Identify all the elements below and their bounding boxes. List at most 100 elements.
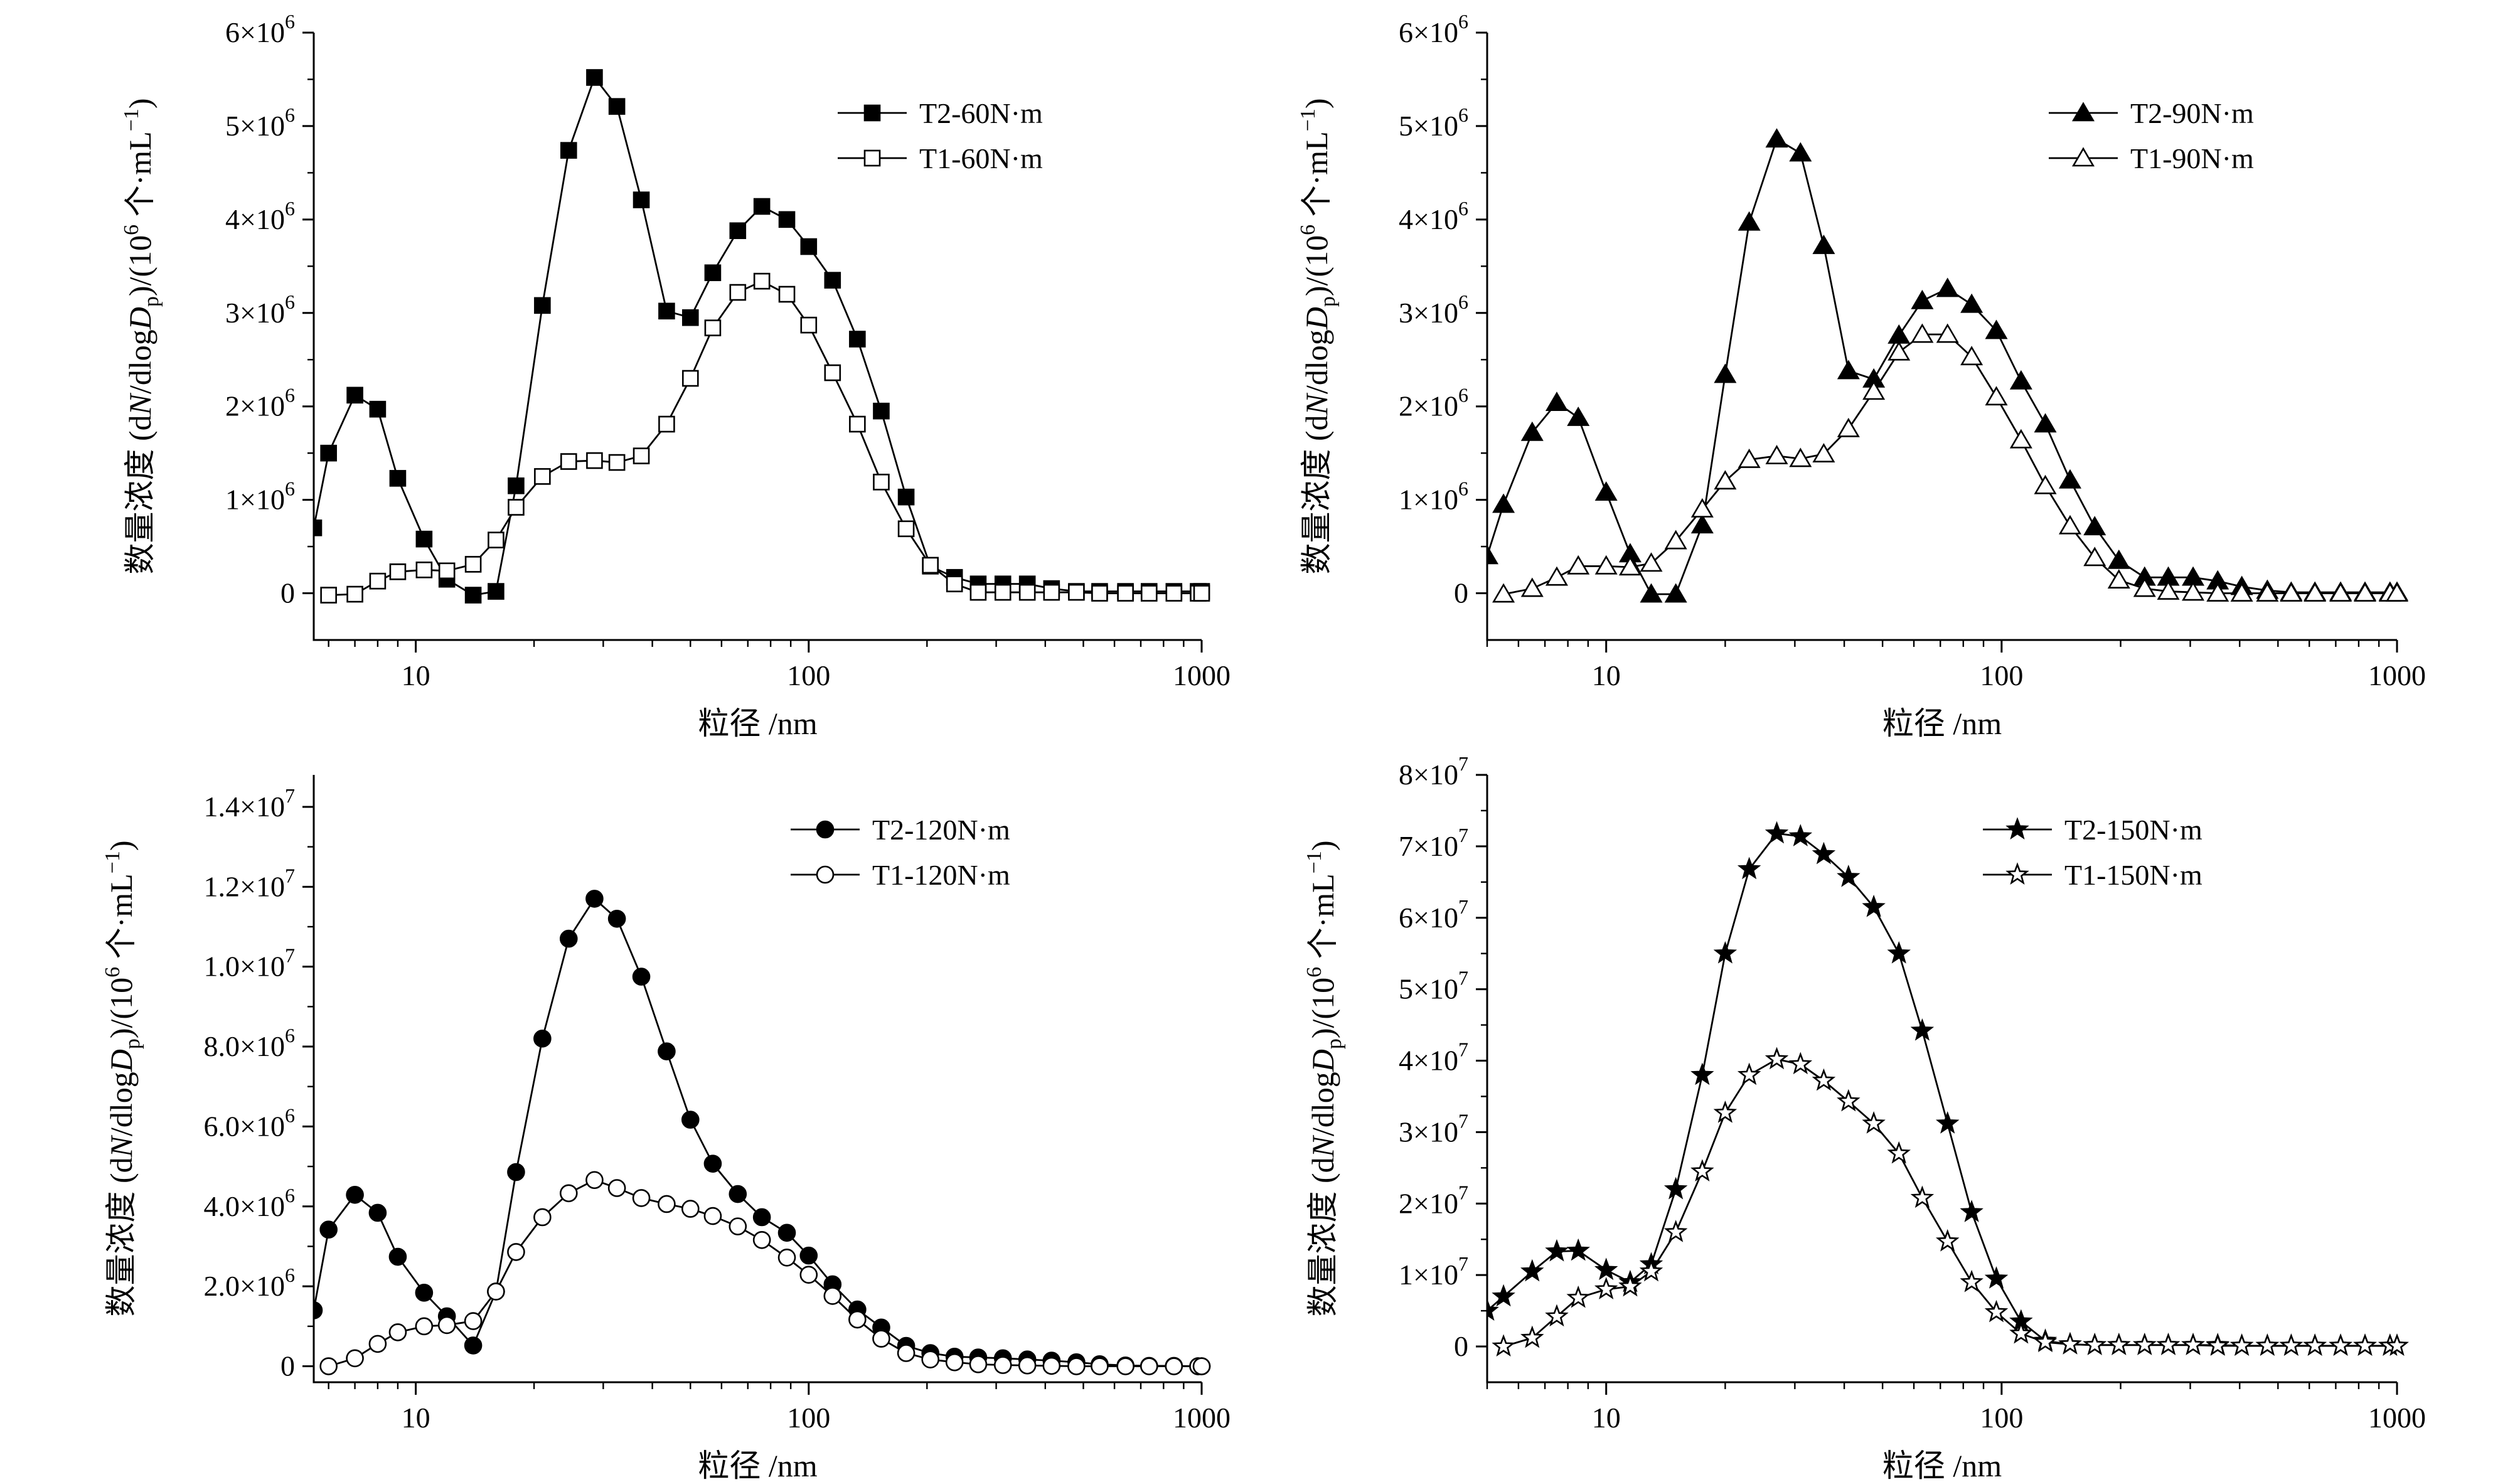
data-point: [897, 1344, 916, 1362]
data-point: [777, 1249, 796, 1267]
data-point: [873, 402, 890, 420]
data-point: [1043, 584, 1060, 601]
y-tick-label: 8.0×106: [204, 1024, 295, 1062]
data-point: [2034, 413, 2057, 433]
data-point: [319, 1357, 338, 1375]
series-T2-60N·m: [314, 69, 1210, 604]
data-point: [2206, 1333, 2229, 1356]
data-point: [681, 309, 699, 326]
data-point: [1738, 448, 1761, 468]
data-point: [464, 556, 482, 573]
data-point: [2303, 1333, 2327, 1356]
series-T2-120N·m: [314, 890, 1211, 1375]
y-tick-label: 0: [1454, 577, 1468, 609]
data-point: [560, 453, 577, 470]
data-point: [1910, 1018, 1935, 1041]
legend-label: T2-150N·m: [2064, 814, 2202, 846]
data-point: [1887, 1141, 1911, 1164]
series-line: [1487, 832, 2397, 1347]
series-T1-60N·m: [320, 272, 1210, 604]
data-point: [488, 583, 505, 600]
data-point: [1594, 555, 1618, 575]
data-point: [2182, 581, 2205, 601]
data-point: [608, 454, 626, 471]
data-point: [1960, 293, 1983, 313]
data-point: [346, 1186, 364, 1204]
data-point: [1165, 585, 1183, 602]
x-tick-label: 10: [1592, 1402, 1621, 1434]
data-point: [1594, 481, 1618, 501]
data-point: [607, 909, 626, 928]
legend-marker: [2005, 817, 2029, 840]
data-point: [1566, 1285, 1590, 1308]
series-line: [314, 897, 1202, 1367]
data-point: [2009, 370, 2032, 390]
data-point: [2256, 582, 2279, 602]
data-point: [681, 1200, 700, 1218]
legend-label: T2-60N·m: [919, 97, 1043, 129]
data-point: [1984, 1299, 2009, 1323]
data-point: [2230, 582, 2253, 602]
x-tick-label: 10: [1592, 659, 1621, 691]
data-point: [1936, 277, 1959, 297]
legend-label: T1-120N·m: [872, 859, 1010, 891]
legend-label: T2-90N·m: [2130, 97, 2254, 129]
y-tick-label: 5×106: [1399, 104, 1468, 142]
x-tick-label: 10: [402, 1402, 430, 1434]
data-point: [1789, 447, 1812, 467]
legend-entry: T2-150N·m: [1983, 814, 2202, 846]
axis-frame: [312, 33, 1202, 641]
data-point: [824, 364, 841, 381]
data-point: [1690, 498, 1714, 518]
y-tick-label: 2×106: [225, 384, 295, 422]
data-point: [1765, 1047, 1789, 1070]
y-tick-label: 4×106: [225, 197, 295, 235]
data-point: [2033, 1330, 2058, 1353]
data-point: [1192, 1357, 1211, 1375]
y-tick-label: 3×107: [1399, 1109, 1468, 1148]
data-point: [2329, 1333, 2352, 1356]
data-point: [897, 520, 915, 538]
data-point: [2083, 1333, 2107, 1355]
data-point: [2083, 546, 2106, 567]
data-point: [2353, 1333, 2377, 1356]
legend-label: T2-120N·m: [872, 814, 1010, 846]
data-point: [2107, 569, 2130, 589]
data-point: [1911, 323, 1934, 343]
data-point: [320, 444, 337, 462]
data-point: [922, 557, 939, 574]
data-point: [1140, 1357, 1158, 1375]
data-point: [632, 968, 651, 986]
y-tick-label: 1×107: [1399, 1252, 1468, 1291]
data-point: [1714, 363, 1737, 383]
data-point: [1566, 1238, 1590, 1261]
data-point: [1640, 552, 1663, 572]
series-T1-90N·m: [1492, 323, 2409, 603]
data-point: [368, 1335, 387, 1353]
data-point: [1960, 346, 1983, 366]
y-axis-title: 数量浓度 (dN/dlogDp)/(106 个·mL−1): [1296, 98, 1340, 574]
data-point: [2107, 549, 2130, 569]
data-point: [1116, 1357, 1135, 1375]
axis-frame: [312, 775, 1202, 1383]
data-point: [438, 562, 456, 580]
data-point: [993, 1356, 1012, 1374]
data-point: [752, 1230, 771, 1249]
data-point: [314, 1301, 323, 1319]
data-point: [946, 575, 963, 592]
data-point: [314, 519, 323, 536]
data-point: [2385, 1333, 2409, 1356]
legend-entry: T1-150N·m: [1983, 859, 2202, 891]
data-point: [1545, 566, 1568, 586]
data-point: [1862, 894, 1886, 917]
data-point: [608, 98, 626, 115]
data-point: [464, 1336, 483, 1355]
data-point: [415, 530, 433, 548]
series-line: [1487, 137, 2397, 595]
data-point: [534, 468, 551, 485]
data-point: [607, 1179, 626, 1197]
data-point: [2156, 1333, 2181, 1355]
data-point: [1690, 1062, 1714, 1085]
data-point: [1193, 585, 1210, 602]
data-point: [897, 488, 915, 506]
